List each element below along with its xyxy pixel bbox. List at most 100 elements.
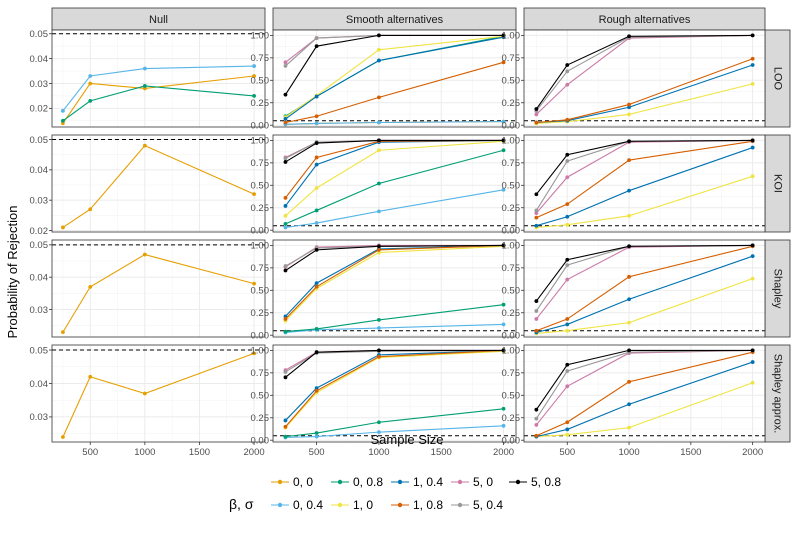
- data-point: [565, 159, 570, 163]
- series-line: [535, 139, 753, 195]
- data-point: [377, 244, 381, 249]
- legend-key-point: [457, 502, 463, 508]
- data-point: [750, 56, 755, 61]
- series-line: [535, 34, 753, 110]
- panel-border: [272, 29, 517, 128]
- data-point: [565, 328, 570, 333]
- data-point: [377, 318, 381, 322]
- data-point: [565, 362, 570, 367]
- x-tick-label: 1000: [618, 447, 639, 458]
- series-line: [285, 349, 504, 421]
- legend-title: β, σ: [229, 496, 254, 512]
- panel-background: [273, 345, 516, 442]
- y-tick-label: 0.25: [502, 98, 521, 109]
- series-line: [62, 253, 255, 333]
- data-point: [534, 416, 539, 421]
- panel: 0.00 0.25 0.50 0.75 1.00: [502, 134, 766, 237]
- series-line: [285, 189, 504, 229]
- data-point: [377, 354, 381, 359]
- y-tick-label: 1.00: [502, 136, 521, 147]
- data-point: [501, 60, 506, 65]
- data-point: [88, 74, 93, 78]
- data-point: [534, 223, 539, 228]
- legend-item: 0, 0.8: [331, 475, 383, 489]
- panel-border: [523, 344, 766, 443]
- panel: 0.00 0.25 0.50 0.75 1.00: [251, 134, 517, 237]
- y-tick-label: 0.03: [30, 412, 49, 423]
- y-tick-label: 0.00: [251, 331, 270, 342]
- data-point: [283, 195, 288, 200]
- y-tick-label: 0.75: [251, 53, 270, 64]
- data-point: [565, 214, 570, 219]
- y-axis-title: Probability of Rejection: [5, 206, 20, 339]
- series-line: [536, 83, 753, 124]
- data-point: [142, 391, 147, 396]
- series-line: [536, 58, 753, 124]
- series-line: [285, 408, 504, 438]
- series-line: [536, 351, 753, 437]
- column-strip-label: Smooth alternatives: [346, 14, 444, 26]
- data-point: [252, 192, 256, 197]
- panel: 0.00 0.25 0.50 0.75 1.00: [502, 239, 766, 342]
- data-point: [501, 348, 506, 353]
- panel-background: [52, 135, 265, 232]
- series-line: [62, 75, 255, 124]
- data-point: [750, 243, 755, 248]
- data-point: [534, 433, 539, 438]
- data-point: [627, 244, 631, 249]
- data-point: [565, 420, 570, 425]
- series-line: [536, 147, 753, 227]
- column-strip: Rough alternatives: [523, 7, 766, 31]
- data-point: [314, 327, 319, 331]
- data-point: [142, 143, 147, 148]
- data-point: [283, 418, 288, 423]
- y-tick-label: 1.00: [251, 241, 270, 252]
- y-tick-label: 0.04: [30, 379, 49, 390]
- data-point: [314, 388, 319, 393]
- legend-item: 1, 0: [331, 498, 373, 512]
- data-point: [627, 348, 631, 353]
- series-line: [536, 140, 753, 219]
- data-point: [252, 74, 256, 78]
- data-point: [377, 250, 381, 255]
- row-strip-label: Shapley: [772, 269, 784, 309]
- y-tick-label: 0.00: [502, 436, 521, 447]
- series-line: [285, 349, 504, 428]
- data-point: [252, 281, 256, 286]
- panel: 0.00 0.25 0.50 0.75 1.00: [251, 29, 517, 132]
- y-tick-label: 1.00: [502, 31, 521, 42]
- data-point: [627, 274, 631, 279]
- y-tick-label: 0.00: [502, 121, 521, 132]
- x-tick-label: 500: [309, 447, 325, 458]
- series-line: [285, 149, 504, 225]
- y-tick-label: 0.50: [251, 286, 270, 297]
- data-point: [314, 284, 319, 289]
- x-tick-label: 500: [559, 447, 575, 458]
- x-tick-label: 1500: [431, 447, 452, 458]
- data-point: [314, 121, 319, 126]
- panel-border: [523, 239, 766, 338]
- data-point: [314, 36, 319, 40]
- series-line: [285, 121, 504, 125]
- data-point: [142, 66, 147, 71]
- data-point: [627, 34, 631, 39]
- data-point: [377, 47, 381, 52]
- series-line: [536, 245, 753, 332]
- series-line: [285, 244, 504, 320]
- y-tick-label: 0.25: [251, 98, 270, 109]
- data-point: [88, 81, 93, 86]
- panel-border: [523, 29, 766, 128]
- data-point: [88, 374, 93, 379]
- x-tick-label: 2000: [244, 447, 265, 458]
- panel-background: [273, 30, 516, 127]
- data-point: [565, 82, 570, 87]
- data-point: [501, 322, 506, 327]
- y-tick-label: 0.04: [30, 54, 49, 65]
- data-point: [627, 188, 631, 193]
- panel-border: [51, 344, 266, 443]
- column-strip: Null: [51, 7, 266, 31]
- data-point: [61, 118, 65, 123]
- x-tick-label: 1000: [368, 447, 389, 458]
- y-tick-label: 0.75: [251, 263, 270, 274]
